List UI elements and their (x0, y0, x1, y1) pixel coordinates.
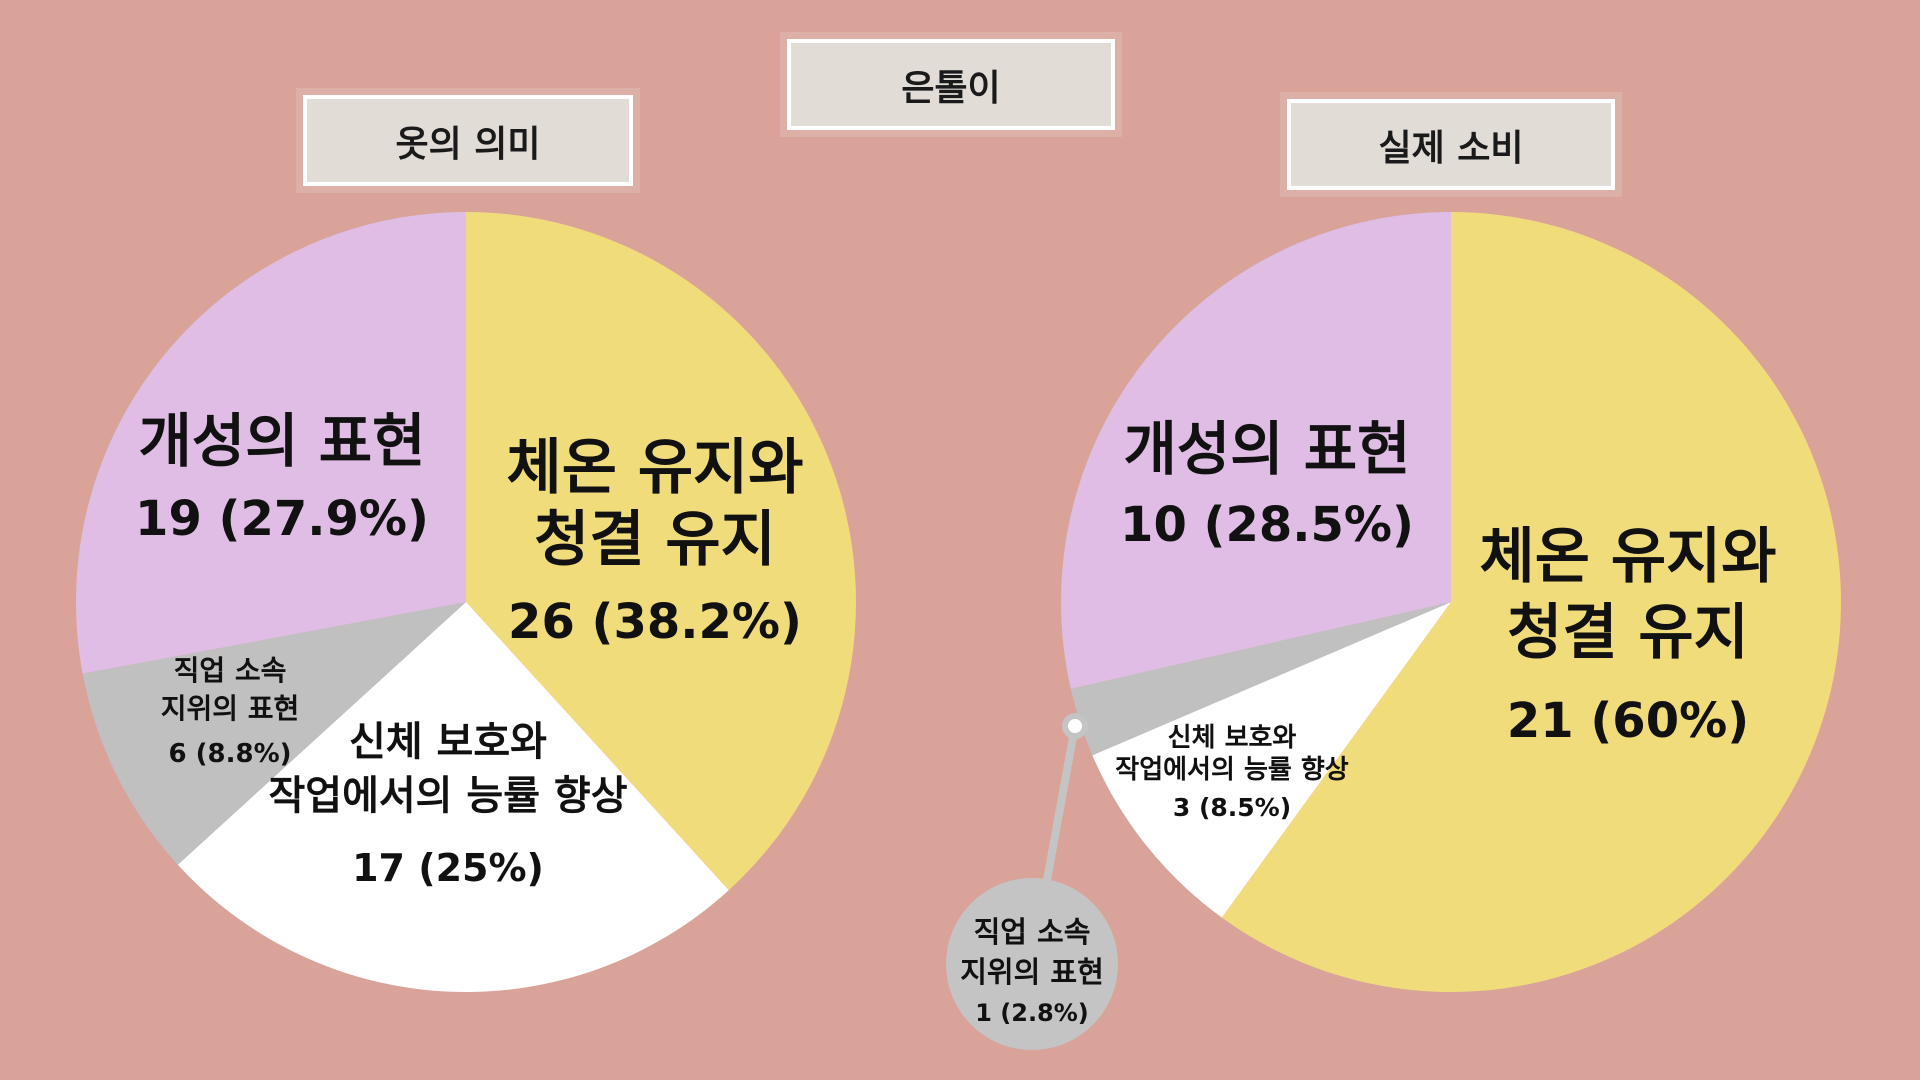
pie-2-slice-4-name-line-1: 개성의 표현 (1124, 415, 1411, 483)
pie-1-slice-1-name-line-2: 청결 유지 (534, 505, 776, 575)
pie-2-slice-3-name-line-2: 지위의 표현 (960, 955, 1104, 989)
pie-2-slice-2-value-label: 3 (8.5%) (1173, 793, 1291, 822)
pie-2-slice-3 (1070, 602, 1451, 756)
callout-leader-line (1043, 725, 1079, 881)
callout-anchor-dot (1068, 719, 1082, 733)
callout-bubble (946, 878, 1118, 1050)
pie-1-slice-2-name-line-2: 작업에서의 능률 향상 (268, 773, 627, 819)
pie-1-slice-4-name-line-1: 개성의 표현 (139, 407, 426, 475)
pie-2-slice-3-name-line-1: 직업 소속 (974, 915, 1091, 949)
pie-1-slice-4 (75, 212, 466, 674)
pie-1-slice-1-name-line-1: 체온 유지와 (507, 433, 804, 503)
pie-2-slice-2-name-line-1: 신체 보호와 (1168, 723, 1297, 753)
pie-1-slice-4-label: 개성의 표현 19 (27.9%) (135, 407, 429, 547)
pie-1-slice-3-name-line-1: 직업 소속 (174, 654, 287, 687)
pie-2-slice-1 (1221, 212, 1841, 992)
pie-2-slice-2-name-line-2: 작업에서의 능률 향상 (1115, 755, 1348, 785)
pie-2-slice-4-label: 개성의 표현 10 (28.5%) (1120, 415, 1414, 553)
pie-1-slice-3 (82, 602, 466, 865)
pie-2-slice-4-value-label: 10 (28.5%) (1120, 497, 1414, 553)
pie-1-slice-1 (466, 212, 856, 891)
main-title: 은톨이 (787, 39, 1115, 130)
pie-1-slice-1-value-label: 26 (38.2%) (508, 594, 802, 650)
pie-2-slice-1-name-line-2: 청결 유지 (1507, 598, 1749, 668)
pie-1-slice-4-value-label: 19 (27.9%) (135, 491, 429, 547)
pie-1-slice-2-value-label: 17 (25%) (352, 846, 544, 890)
pie-1-slice-3-name-line-2: 지위의 표현 (161, 692, 300, 725)
pie-2-slice-3-value-label: 1 (2.8%) (975, 999, 1089, 1027)
pie-1-slice-3-value-label: 6 (8.8%) (168, 739, 291, 769)
pie-2-slice-2 (1092, 602, 1451, 918)
pie-2-title: 실제 소비 (1287, 99, 1615, 190)
pie-2-slice-1-name-line-1: 체온 유지와 (1480, 522, 1777, 592)
pie-2-slice-4 (1061, 212, 1451, 689)
pie-1-slice-2 (177, 602, 729, 992)
pie-1-title: 옷의 의미 (303, 95, 633, 186)
pie-1-slice-2-name-line-1: 신체 보호와 (349, 719, 547, 765)
pie-2-slice-1-value-label: 21 (60%) (1507, 693, 1749, 749)
